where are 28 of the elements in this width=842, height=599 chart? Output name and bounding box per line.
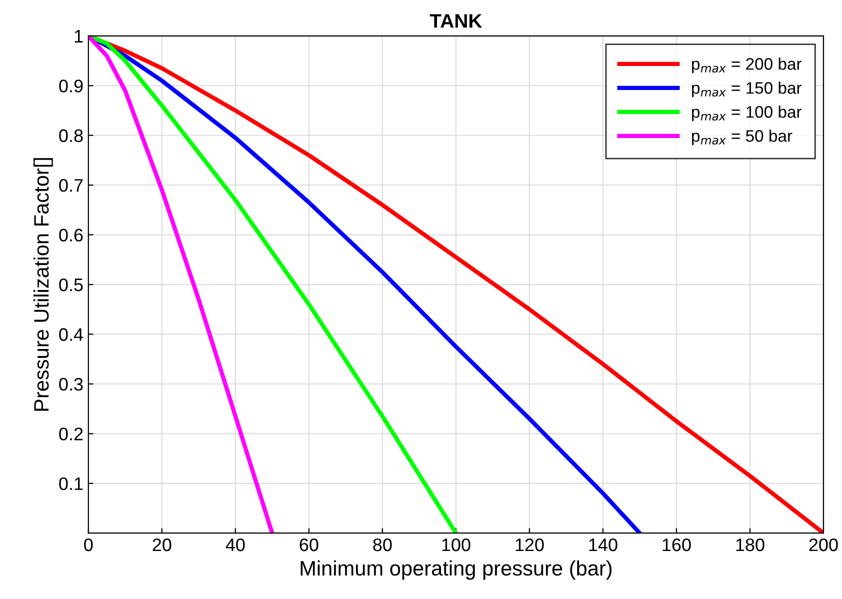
x-tick-label: 20 <box>152 538 172 552</box>
y-tick-label: 0.3 <box>59 378 83 391</box>
x-tick-label: 60 <box>300 538 318 552</box>
y-tick-label: 0.8 <box>59 129 83 142</box>
legend-label: p$_{max}$ = 200 bar <box>692 58 802 74</box>
x-tick-label: 160 <box>662 538 691 552</box>
y-tick-label: 0.7 <box>59 179 83 192</box>
y-tick-label: 0.6 <box>59 228 83 242</box>
y-tick-label: 0.2 <box>59 428 83 440</box>
x-tick-label: 140 <box>589 538 618 552</box>
x-tick-label: 120 <box>516 538 544 552</box>
x-tick-label: 200 <box>809 538 838 552</box>
x-tick-label: 40 <box>226 538 245 552</box>
y-tick-label: 0.5 <box>59 278 83 292</box>
y-tick-label: 0.1 <box>59 477 83 490</box>
y-tick-label: 1 <box>74 30 83 42</box>
y-tick-label: 0.4 <box>59 328 84 341</box>
chart-title: TANK <box>430 14 482 28</box>
x-tick-label: 80 <box>373 538 392 552</box>
x-tick-label: 0 <box>84 538 93 552</box>
legend-label: p$_{max}$ = 100 bar <box>692 106 802 122</box>
legend-label: p$_{max}$ = 150 bar <box>692 82 802 98</box>
y-axis-title: Pressure Utilization Factor[] <box>33 158 53 411</box>
legend-label: p$_{max}$ = 50 bar <box>692 130 792 146</box>
x-tick-label: 100 <box>442 538 470 552</box>
y-tick-label: 0.9 <box>59 80 83 92</box>
x-axis-title: Minimum operating pressure (bar) <box>300 560 612 580</box>
x-tick-label: 180 <box>736 538 764 552</box>
